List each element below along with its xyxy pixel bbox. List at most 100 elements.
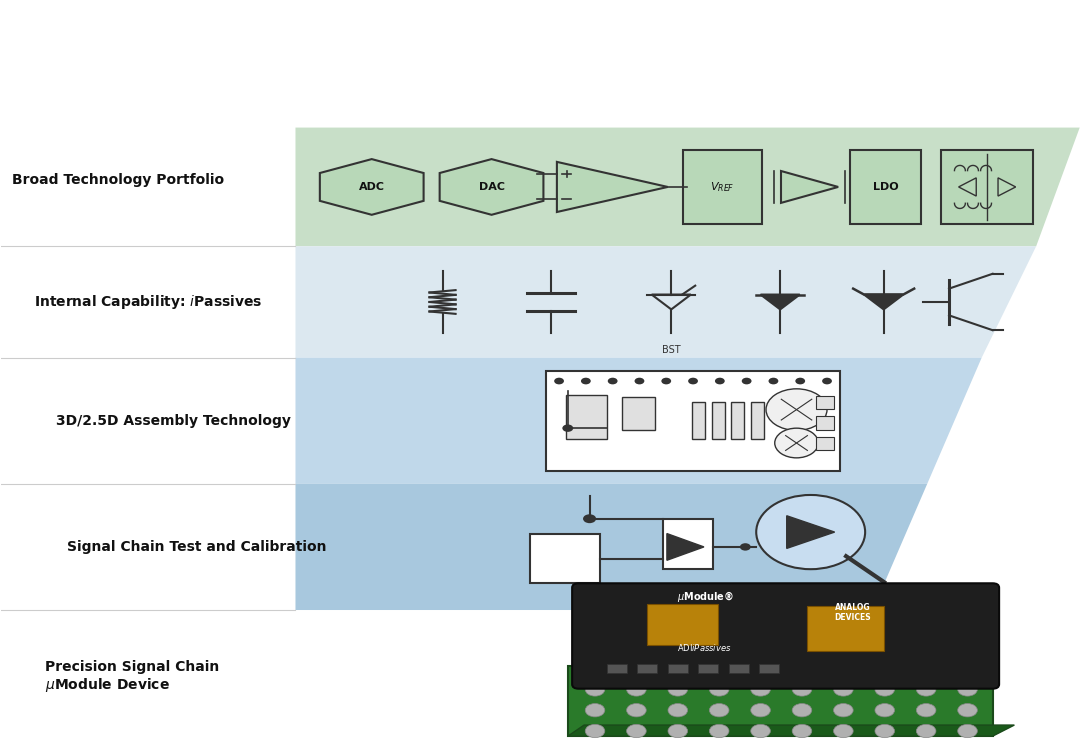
Circle shape xyxy=(833,703,853,717)
FancyBboxPatch shape xyxy=(851,150,922,224)
Circle shape xyxy=(562,425,573,432)
Circle shape xyxy=(833,682,853,696)
Polygon shape xyxy=(296,358,982,484)
Circle shape xyxy=(765,389,827,431)
FancyBboxPatch shape xyxy=(729,665,749,673)
FancyBboxPatch shape xyxy=(572,583,999,688)
Polygon shape xyxy=(781,171,839,203)
Circle shape xyxy=(715,378,725,384)
Circle shape xyxy=(662,378,672,384)
FancyBboxPatch shape xyxy=(646,604,717,645)
Text: Broad Technology Portfolio: Broad Technology Portfolio xyxy=(12,173,225,186)
FancyBboxPatch shape xyxy=(807,606,883,651)
Text: ADC: ADC xyxy=(359,182,384,192)
Circle shape xyxy=(875,724,894,738)
FancyBboxPatch shape xyxy=(638,665,657,673)
Text: 3D/2.5D Assembly Technology: 3D/2.5D Assembly Technology xyxy=(56,413,290,428)
FancyBboxPatch shape xyxy=(684,150,761,224)
Circle shape xyxy=(627,682,646,696)
FancyBboxPatch shape xyxy=(622,396,655,430)
Polygon shape xyxy=(667,533,704,560)
Circle shape xyxy=(554,378,563,384)
Polygon shape xyxy=(557,162,667,212)
Polygon shape xyxy=(568,725,1014,736)
Polygon shape xyxy=(760,294,799,309)
Circle shape xyxy=(627,724,646,738)
Circle shape xyxy=(833,724,853,738)
Polygon shape xyxy=(296,484,927,610)
Text: ANALOG
DEVICES: ANALOG DEVICES xyxy=(834,603,871,622)
Circle shape xyxy=(958,682,977,696)
Circle shape xyxy=(757,495,865,569)
Polygon shape xyxy=(440,159,544,215)
Circle shape xyxy=(875,703,894,717)
FancyBboxPatch shape xyxy=(566,395,607,440)
Circle shape xyxy=(710,682,729,696)
Circle shape xyxy=(741,378,751,384)
FancyBboxPatch shape xyxy=(568,666,993,736)
FancyBboxPatch shape xyxy=(941,150,1033,224)
Circle shape xyxy=(751,682,770,696)
FancyBboxPatch shape xyxy=(732,402,745,440)
FancyBboxPatch shape xyxy=(692,402,705,440)
FancyBboxPatch shape xyxy=(530,534,601,583)
Circle shape xyxy=(792,724,811,738)
Circle shape xyxy=(795,378,805,384)
Text: Precision Signal Chain
$\mu$Module Device: Precision Signal Chain $\mu$Module Devic… xyxy=(45,659,219,694)
Circle shape xyxy=(792,682,811,696)
Circle shape xyxy=(581,378,591,384)
Polygon shape xyxy=(296,247,1036,358)
Circle shape xyxy=(958,724,977,738)
Text: Internal Capability: $\it{i}$Passives: Internal Capability: $\it{i}$Passives xyxy=(34,293,263,311)
Text: DAC: DAC xyxy=(478,182,505,192)
Circle shape xyxy=(958,703,977,717)
Circle shape xyxy=(634,378,644,384)
Polygon shape xyxy=(296,127,1080,247)
Circle shape xyxy=(740,543,751,551)
Circle shape xyxy=(875,682,894,696)
FancyBboxPatch shape xyxy=(816,416,833,430)
Circle shape xyxy=(668,703,688,717)
Circle shape xyxy=(774,428,818,458)
Polygon shape xyxy=(959,178,976,196)
Text: $V_{REF}$: $V_{REF}$ xyxy=(710,180,735,194)
Circle shape xyxy=(751,724,770,738)
Circle shape xyxy=(668,724,688,738)
Circle shape xyxy=(585,682,605,696)
Circle shape xyxy=(583,514,596,523)
Text: $\mu$Module®: $\mu$Module® xyxy=(677,589,734,604)
Polygon shape xyxy=(864,294,903,309)
FancyBboxPatch shape xyxy=(751,402,763,440)
Circle shape xyxy=(916,703,936,717)
Circle shape xyxy=(822,378,832,384)
FancyBboxPatch shape xyxy=(663,519,713,569)
Text: LDO: LDO xyxy=(873,182,899,192)
FancyBboxPatch shape xyxy=(712,402,725,440)
Circle shape xyxy=(751,703,770,717)
Circle shape xyxy=(688,378,698,384)
Circle shape xyxy=(710,703,729,717)
FancyBboxPatch shape xyxy=(816,437,833,451)
FancyBboxPatch shape xyxy=(607,665,627,673)
Text: Signal Chain Test and Calibration: Signal Chain Test and Calibration xyxy=(67,540,327,554)
Circle shape xyxy=(627,703,646,717)
FancyBboxPatch shape xyxy=(816,396,833,409)
Polygon shape xyxy=(786,516,834,548)
Circle shape xyxy=(608,378,618,384)
Polygon shape xyxy=(998,178,1016,196)
Text: BST: BST xyxy=(662,345,680,355)
Circle shape xyxy=(710,724,729,738)
Circle shape xyxy=(769,378,779,384)
Circle shape xyxy=(792,703,811,717)
Circle shape xyxy=(585,703,605,717)
Polygon shape xyxy=(320,159,424,215)
Circle shape xyxy=(585,724,605,738)
FancyBboxPatch shape xyxy=(546,371,840,471)
FancyBboxPatch shape xyxy=(668,665,688,673)
FancyBboxPatch shape xyxy=(699,665,719,673)
Circle shape xyxy=(916,682,936,696)
Text: ADI$\it{iPassives}$: ADI$\it{iPassives}$ xyxy=(677,642,732,653)
Circle shape xyxy=(668,682,688,696)
Circle shape xyxy=(916,724,936,738)
FancyBboxPatch shape xyxy=(760,665,779,673)
